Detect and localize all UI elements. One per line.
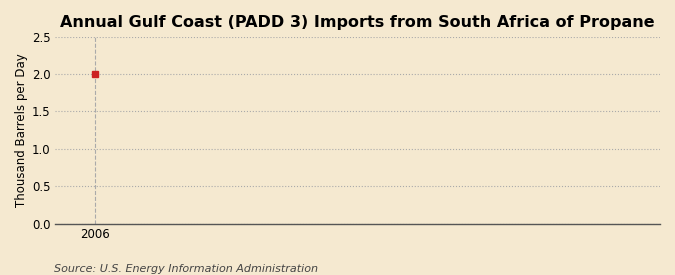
Y-axis label: Thousand Barrels per Day: Thousand Barrels per Day [15, 53, 28, 207]
Text: Source: U.S. Energy Information Administration: Source: U.S. Energy Information Administ… [54, 264, 318, 274]
Title: Annual Gulf Coast (PADD 3) Imports from South Africa of Propane: Annual Gulf Coast (PADD 3) Imports from … [60, 15, 655, 30]
